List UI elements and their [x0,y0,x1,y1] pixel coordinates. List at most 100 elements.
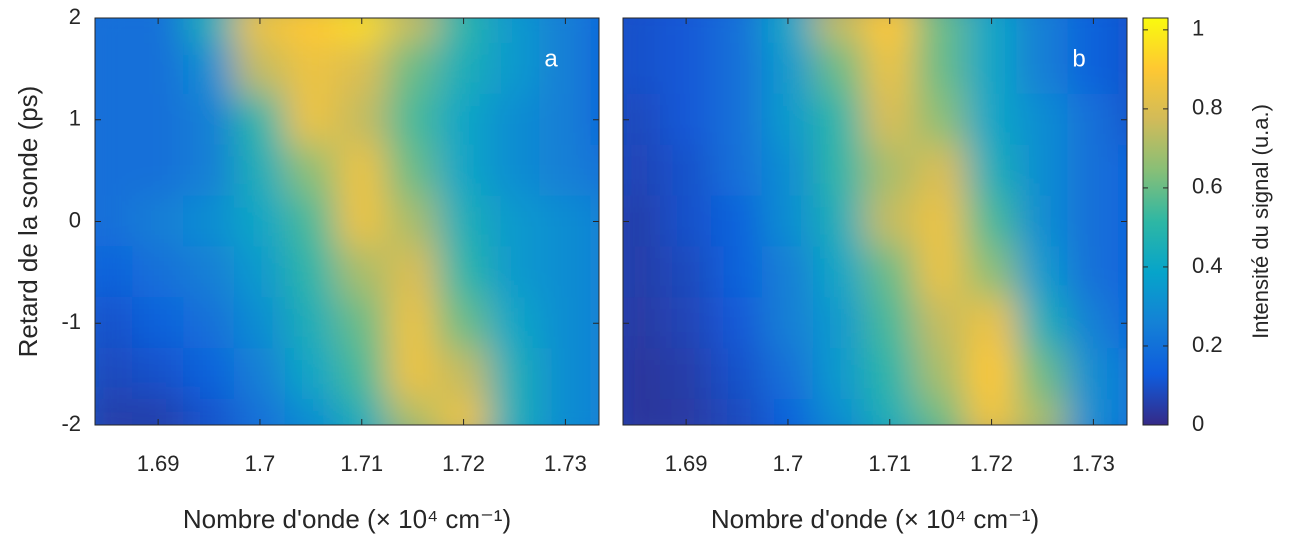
heat-cell [437,93,490,146]
heat-cell [1118,348,1127,401]
heat-cell [539,42,592,95]
colorbar-tick-label: 0 [1192,411,1204,436]
heat-cell [863,195,916,248]
heat-cell [437,144,490,197]
heat-cell [914,195,967,248]
heat-cell [335,144,388,197]
heat-cell [95,93,134,146]
heat-cell [623,399,662,425]
heat-cell [711,348,763,401]
heat-cell [660,42,713,95]
heat-cell [965,42,1018,95]
heat-cell [660,246,713,299]
heat-cell [812,297,865,350]
heat-cell [711,297,763,350]
x-tick-label: 1.73 [1072,451,1115,476]
heatmap-cells [623,18,1127,425]
heat-cell [1016,348,1069,401]
heat-cell [1067,246,1120,299]
heat-cell [761,297,814,350]
heat-cell [1016,42,1069,95]
heat-cell [284,18,337,44]
x-tick-label: 1.71 [340,451,383,476]
heat-cell [1118,18,1127,44]
heat-cell [623,195,662,248]
heat-cell [233,42,286,95]
heat-cell [183,297,235,350]
y-tick-label: -1 [61,309,81,334]
heat-cell [812,246,865,299]
heat-cell [386,42,439,95]
heat-cell [863,93,916,146]
heat-cell [386,399,439,425]
heat-cell [488,246,541,299]
heat-cell [660,297,713,350]
heat-cell [183,246,235,299]
heat-cell [132,297,185,350]
heat-cell [711,93,763,146]
heat-cell [132,42,185,95]
heat-cell [95,195,134,248]
heat-cell [335,93,388,146]
heat-cell [761,144,814,197]
heat-cell [590,399,599,425]
heat-cell [132,144,185,197]
x-tick-label: 1.72 [442,451,485,476]
x-tick-label: 1.7 [245,451,276,476]
heat-cell [183,348,235,401]
heat-cell [233,195,286,248]
heat-cell [623,246,662,299]
heat-cell [812,144,865,197]
y-tick-label: 2 [69,4,81,29]
heat-cell [95,18,134,44]
heat-cell [488,93,541,146]
heat-cell [1067,144,1120,197]
heat-cell [863,42,916,95]
heat-cell [965,144,1018,197]
heat-cell [812,399,865,425]
heat-cell [590,348,599,401]
heat-cell [965,348,1018,401]
heat-cell [965,93,1018,146]
heat-cell [1067,195,1120,248]
heat-cell [335,42,388,95]
panel-label: b [1072,45,1085,72]
heat-cell [623,42,662,95]
heat-cell [183,144,235,197]
heat-cell [660,93,713,146]
heat-cell [1016,246,1069,299]
x-axis-label: Nombre d'onde (× 10⁴ cm⁻¹) [183,504,511,534]
heat-cell [914,18,967,44]
heatmap-area [623,18,1127,425]
heat-cell [711,42,763,95]
heat-cell [761,42,814,95]
heat-cell [1016,399,1069,425]
heat-cell [1067,348,1120,401]
heat-cell [488,399,541,425]
colorbar-label: Intensité du signal (u.a.) [1248,104,1273,339]
x-axis-label: Nombre d'onde (× 10⁴ cm⁻¹) [711,504,1039,534]
heat-cell [233,297,286,350]
heat-cell [812,93,865,146]
y-tick-label: -2 [61,411,81,436]
heat-cell [1118,42,1127,95]
colorbar [1142,17,1169,426]
heat-cell [863,246,916,299]
heat-cell [284,144,337,197]
heat-cell [711,246,763,299]
heat-cell [284,399,337,425]
heat-cell [386,297,439,350]
heat-cell [488,144,541,197]
x-tick-label: 1.71 [868,451,911,476]
heat-cell [761,93,814,146]
heat-cell [132,348,185,401]
heat-cell [623,144,662,197]
colorbar-tick-label: 0.6 [1192,174,1223,199]
heat-cell [437,348,490,401]
heat-cell [539,93,592,146]
heat-cell [914,42,967,95]
heat-cell [660,144,713,197]
heat-cell [1067,42,1120,95]
heat-cell [1016,18,1069,44]
